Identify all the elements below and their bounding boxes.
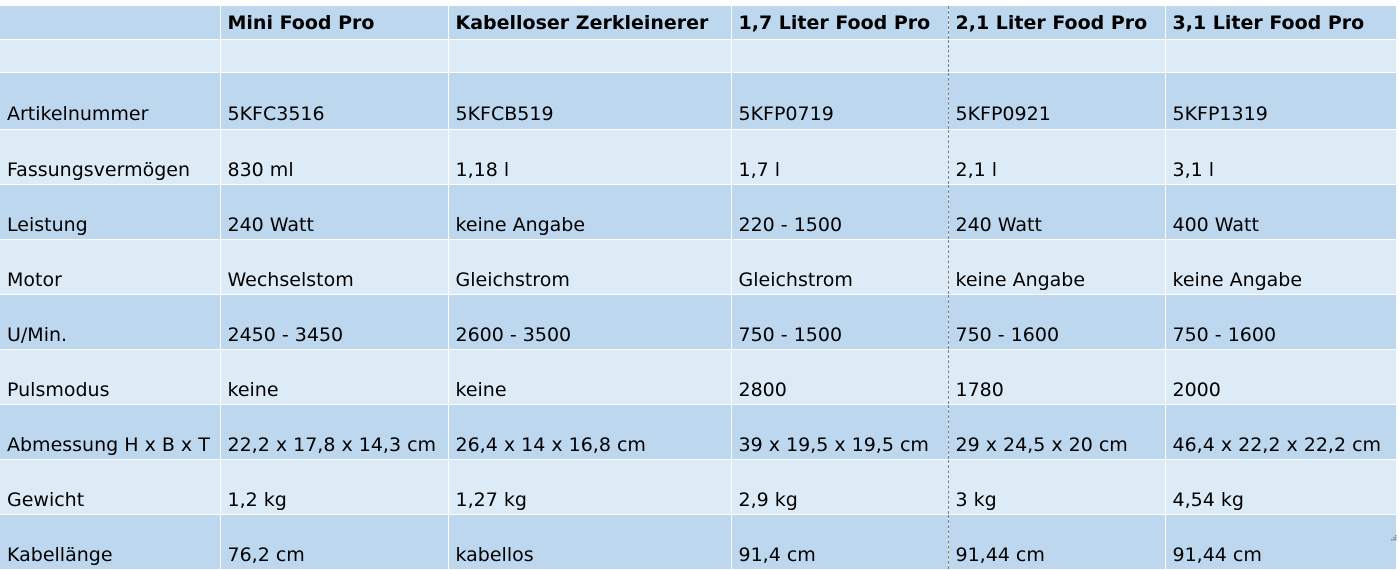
row-label-cell[interactable]: Leistung xyxy=(0,184,220,240)
header-row: Mini Food Pro Kabelloser Zerkleinerer 1,… xyxy=(0,6,1396,40)
table-cell[interactable]: Wechselstom xyxy=(219,239,448,295)
empty-cell[interactable] xyxy=(947,39,1165,73)
row-label-cell[interactable]: Fassungsvermögen xyxy=(0,129,220,185)
table-cell[interactable]: 1780 xyxy=(947,349,1165,405)
table-cell[interactable]: 29 x 24,5 x 20 cm xyxy=(947,404,1165,460)
table-cell[interactable]: 830 ml xyxy=(219,129,448,185)
table-cell[interactable]: 240 Watt xyxy=(947,184,1165,240)
table-row: Leistung 240 Watt keine Angabe 220 - 150… xyxy=(0,184,1396,240)
table-cell[interactable]: 4,54 kg xyxy=(1164,459,1396,515)
table-cell[interactable]: keine Angabe xyxy=(947,239,1165,295)
header-cell[interactable]: Kabelloser Zerkleinerer xyxy=(447,6,731,40)
table-cell[interactable]: 2,1 l xyxy=(947,129,1165,185)
table-cell[interactable]: 3 kg xyxy=(947,459,1165,515)
table-cell[interactable]: 5KFP1319 xyxy=(1164,72,1396,130)
table-cell[interactable]: 1,18 l xyxy=(447,129,731,185)
header-cell[interactable]: 3,1 Liter Food Pro xyxy=(1164,6,1396,40)
empty-cell[interactable] xyxy=(447,39,731,73)
table-cell[interactable]: 91,44 cm xyxy=(947,514,1165,570)
empty-row xyxy=(0,39,1396,73)
table-cell[interactable]: keine Angabe xyxy=(1164,239,1396,295)
table-cell[interactable]: 91,44 cm xyxy=(1164,514,1396,570)
table-cell[interactable]: 91,4 cm xyxy=(730,514,948,570)
table-cell[interactable]: 3,1 l xyxy=(1164,129,1396,185)
table-row: Fassungsvermögen 830 ml 1,18 l 1,7 l 2,1… xyxy=(0,129,1396,185)
table-cell[interactable]: 5KFCB519 xyxy=(447,72,731,130)
table-cell[interactable]: 1,2 kg xyxy=(219,459,448,515)
table-cell[interactable]: 220 - 1500 xyxy=(730,184,948,240)
header-cell[interactable] xyxy=(0,6,220,40)
row-label-cell[interactable]: Motor xyxy=(0,239,220,295)
table-cell[interactable]: 1,7 l xyxy=(730,129,948,185)
table-row: Gewicht 1,2 kg 1,27 kg 2,9 kg 3 kg 4,54 … xyxy=(0,459,1396,515)
table-cell[interactable]: 750 - 1600 xyxy=(947,294,1165,350)
header-cell[interactable]: Mini Food Pro xyxy=(219,6,448,40)
table-resize-handle-icon[interactable] xyxy=(1390,534,1397,541)
table-cell[interactable]: 750 - 1600 xyxy=(1164,294,1396,350)
header-cell[interactable]: 1,7 Liter Food Pro xyxy=(730,6,948,40)
empty-cell[interactable] xyxy=(0,39,220,73)
table-cell[interactable]: 2450 - 3450 xyxy=(219,294,448,350)
table-cell[interactable]: 5KFP0921 xyxy=(947,72,1165,130)
table-row: Artikelnummer 5KFC3516 5KFCB519 5KFP0719… xyxy=(0,72,1396,130)
table-row: Motor Wechselstom Gleichstrom Gleichstro… xyxy=(0,239,1396,295)
table-cell[interactable]: 5KFP0719 xyxy=(730,72,948,130)
table-cell[interactable]: 46,4 x 22,2 x 22,2 cm xyxy=(1164,404,1396,460)
row-label-cell[interactable]: Kabellänge xyxy=(0,514,220,570)
table-cell[interactable]: 750 - 1500 xyxy=(730,294,948,350)
table-cell[interactable]: keine xyxy=(219,349,448,405)
table-cell[interactable]: Gleichstrom xyxy=(447,239,731,295)
table-cell[interactable]: Gleichstrom xyxy=(730,239,948,295)
table-cell[interactable]: 2600 - 3500 xyxy=(447,294,731,350)
table-cell[interactable]: keine Angabe xyxy=(447,184,731,240)
table-cell[interactable]: 400 Watt xyxy=(1164,184,1396,240)
table-row: U/Min. 2450 - 3450 2600 - 3500 750 - 150… xyxy=(0,294,1396,350)
table-row: Abmessung H x B x T 22,2 x 17,8 x 14,3 c… xyxy=(0,404,1396,460)
comparison-table: Mini Food Pro Kabelloser Zerkleinerer 1,… xyxy=(0,6,1396,570)
row-label-cell[interactable]: U/Min. xyxy=(0,294,220,350)
table-cell[interactable]: 2000 xyxy=(1164,349,1396,405)
row-label-cell[interactable]: Pulsmodus xyxy=(0,349,220,405)
table-cell[interactable]: 22,2 x 17,8 x 14,3 cm xyxy=(219,404,448,460)
table-cell[interactable]: 26,4 x 14 x 16,8 cm xyxy=(447,404,731,460)
empty-cell[interactable] xyxy=(730,39,948,73)
table-row: Kabellänge 76,2 cm kabellos 91,4 cm 91,4… xyxy=(0,514,1396,570)
table-cell[interactable]: 2800 xyxy=(730,349,948,405)
table-cell[interactable]: 2,9 kg xyxy=(730,459,948,515)
table-cell[interactable]: 39 x 19,5 x 19,5 cm xyxy=(730,404,948,460)
table-cell[interactable]: keine xyxy=(447,349,731,405)
empty-cell[interactable] xyxy=(1164,39,1396,73)
table-cell[interactable]: 240 Watt xyxy=(219,184,448,240)
table-cell[interactable]: kabellos xyxy=(447,514,731,570)
row-label-cell[interactable]: Gewicht xyxy=(0,459,220,515)
table-row: Pulsmodus keine keine 2800 1780 2000 xyxy=(0,349,1396,405)
table-cell[interactable]: 5KFC3516 xyxy=(219,72,448,130)
empty-cell[interactable] xyxy=(219,39,448,73)
header-cell[interactable]: 2,1 Liter Food Pro xyxy=(947,6,1165,40)
table-cell[interactable]: 76,2 cm xyxy=(219,514,448,570)
row-label-cell[interactable]: Abmessung H x B x T xyxy=(0,404,220,460)
table-cell[interactable]: 1,27 kg xyxy=(447,459,731,515)
row-label-cell[interactable]: Artikelnummer xyxy=(0,72,220,130)
